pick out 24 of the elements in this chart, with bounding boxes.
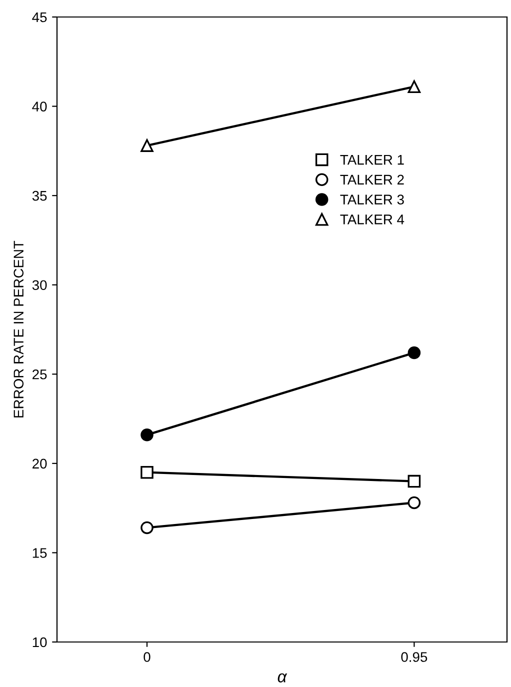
point [408,496,421,510]
point [140,521,154,534]
point [408,346,421,360]
y-tick-label: 35 [32,190,47,201]
y-axis-title: ERROR RATE IN PERCENT [14,240,24,418]
y-tick-label: 25 [32,369,47,380]
x-tick-label: 0 [144,652,150,662]
legend-label: TALKER 1 [340,155,404,165]
legend-label: TALKER 3 [340,194,404,204]
point [140,428,154,442]
y-tick-label: 15 [32,548,47,558]
point [140,466,154,479]
point [140,139,154,152]
y-tick-label: 20 [32,458,47,469]
legend-label: TALKER 4 [340,214,404,224]
y-tick-label: 45 [32,12,47,22]
y-tick-label: 40 [32,102,47,112]
point [408,474,421,488]
x-axis-title: α [278,673,288,682]
y-tick-label: 10 [32,637,47,648]
legend-label: TALKER 2 [340,174,404,184]
y-tick-label: 30 [32,280,47,290]
x-tick-label: 0.95 [401,652,428,662]
point [408,80,421,94]
